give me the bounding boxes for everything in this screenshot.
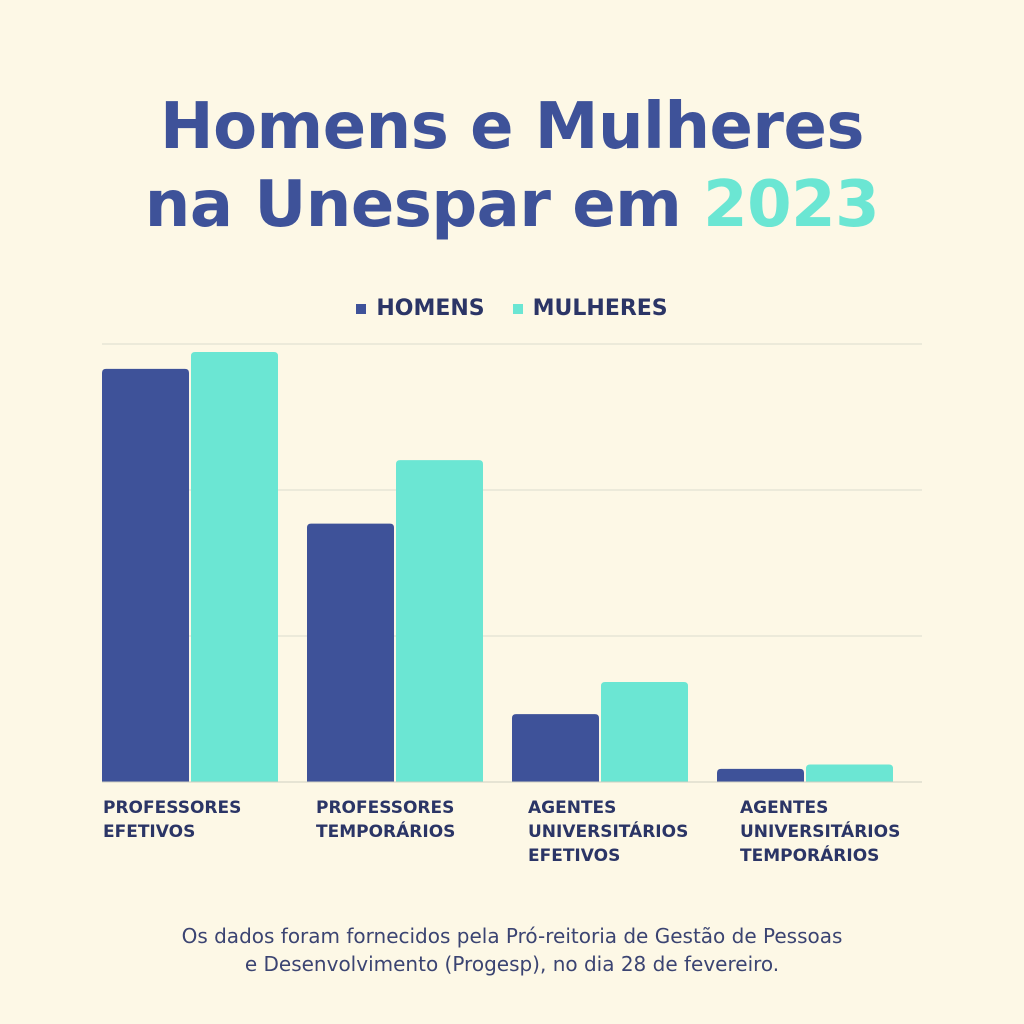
category-label-professores-temporarios: PROFESSORES TEMPORÁRIOS: [316, 798, 456, 842]
bar-mulheres-professores-efetivos: [191, 352, 278, 782]
bar-homens-professores-efetivos: [102, 368, 189, 782]
legend-item-mulheres: MULHERES: [512, 296, 668, 321]
legend-swatch-homens: [356, 303, 367, 314]
bar-homens-professores-temporarios: [307, 523, 394, 782]
footnote-line-2: e Desenvolvimento (Progesp), no dia 28 d…: [244, 952, 780, 976]
bar-mulheres-agentes-efetivos: [601, 681, 688, 782]
bar-mulheres-professores-temporarios: [396, 460, 483, 782]
bar-mulheres-agentes-temporarios: [806, 764, 893, 782]
category-label-professores-efetivos: PROFESSORES EFETIVOS: [103, 798, 242, 842]
chart-legend: HOMENS MULHERES: [0, 296, 1024, 321]
legend-label-mulheres: MULHERES: [532, 296, 668, 321]
title-line-2: na Unespar em 2023: [0, 166, 1024, 244]
bar-homens-agentes-efetivos: [512, 714, 599, 782]
legend-swatch-mulheres: [512, 303, 523, 314]
legend-item-homens: HOMENS: [356, 296, 485, 321]
chart-title: Homens e Mulheres na Unespar em 2023: [0, 88, 1024, 244]
footnote-line-1: Os dados foram fornecidos pela Pró-reito…: [181, 924, 843, 948]
bar-homens-agentes-temporarios: [717, 768, 804, 782]
footnote: Os dados foram fornecidos pela Pró-reito…: [0, 922, 1024, 978]
title-line-2-text: na Unespar em: [144, 168, 682, 242]
category-label-agentes-temporarios: AGENTES UNIVERSITÁRIOS TEMPORÁRIOS: [740, 798, 901, 866]
title-line-1: Homens e Mulheres: [160, 90, 864, 164]
legend-label-homens: HOMENS: [376, 296, 485, 321]
category-label-agentes-efetivos: AGENTES UNIVERSITÁRIOS EFETIVOS: [528, 798, 689, 866]
title-year: 2023: [703, 168, 880, 242]
